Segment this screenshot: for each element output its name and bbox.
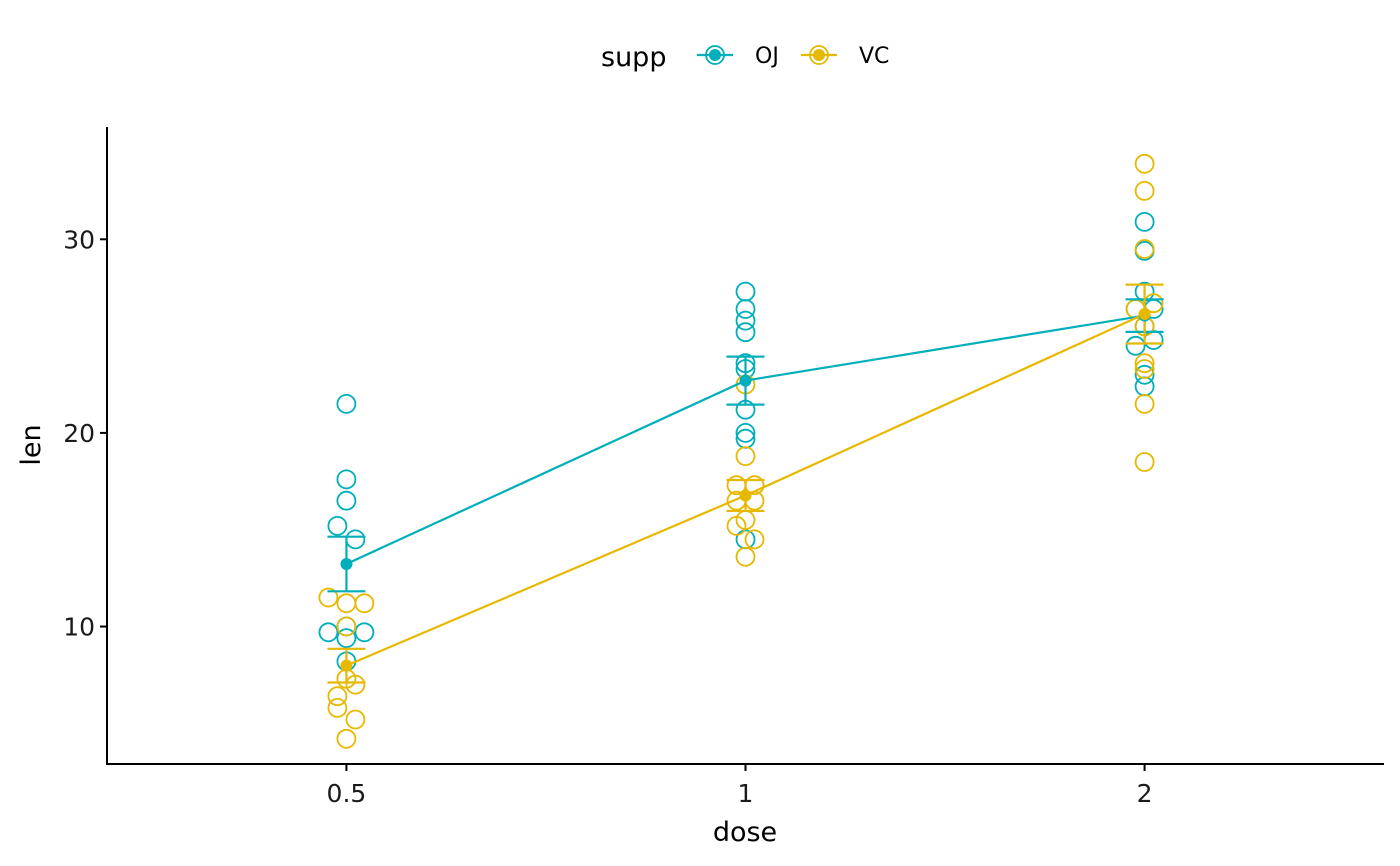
mean-point [340,659,353,672]
mean-point [340,557,353,570]
y-tick-label: 30 [63,225,95,254]
x-tick-label: 2 [1137,779,1153,808]
y-axis-title: len [16,424,47,465]
data-dot [735,546,756,567]
legend-key-circle [809,45,829,65]
legend-title: supp [601,42,666,73]
x-tick-label: 1 [738,779,754,808]
data-dot [735,310,756,331]
data-dot [318,587,339,608]
legend-label: VC [859,44,889,69]
y-ticks: 10 20 30 [63,225,107,642]
data-dot [336,393,357,414]
data-dot [735,322,756,343]
x-axis-title: dose [713,817,777,848]
data-dot [336,616,357,637]
data-dot [1134,393,1155,414]
data-dot [318,622,339,643]
plot-area [318,153,1164,749]
y-tick-label: 20 [63,419,95,448]
data-dot [327,516,348,536]
data-dot [735,422,756,443]
data-dot [1134,211,1155,232]
data-dot [1134,239,1155,259]
data-dot [1134,359,1155,379]
axes: 10 20 30 0.5 1 2 dose len [16,127,1384,848]
mean-points [340,308,1151,672]
legend: supp OJ VC [601,42,889,73]
data-dot [1134,353,1155,374]
data-dot [1134,452,1155,472]
data-dot [345,529,366,550]
legend-item: VC [801,44,889,69]
data-dot [1143,330,1164,350]
data-dot [336,469,357,490]
data-dot [336,628,357,648]
data-dot [354,593,375,614]
y-tick-label: 10 [63,613,95,642]
data-dot [735,281,756,302]
data-dot [327,686,348,707]
mean-point [739,374,752,387]
legend-key-dot [709,49,721,61]
x-tick-label: 0.5 [327,779,367,808]
legend-key-circle [705,45,725,65]
mean-point [1138,308,1151,321]
data-dot [336,728,357,749]
data-dot [327,698,348,718]
data-dot [1134,364,1155,385]
data-dot [336,593,357,614]
data-dot [1134,180,1155,201]
x-ticks: 0.5 1 2 [327,764,1153,808]
legend-label: OJ [755,44,779,69]
data-dot [1125,335,1146,356]
data-dot [345,709,366,730]
data-dot [1134,153,1155,174]
data-dots [318,153,1164,749]
data-dot [735,299,756,319]
data-dot [354,622,375,643]
data-dot [744,529,765,550]
legend-key-dot [813,49,825,61]
legend-items: OJ VC [697,44,889,69]
mean-point [739,489,752,502]
data-dot [336,490,357,511]
error-bars [327,283,1164,684]
legend-item: OJ [697,44,779,69]
data-dot [735,446,756,467]
